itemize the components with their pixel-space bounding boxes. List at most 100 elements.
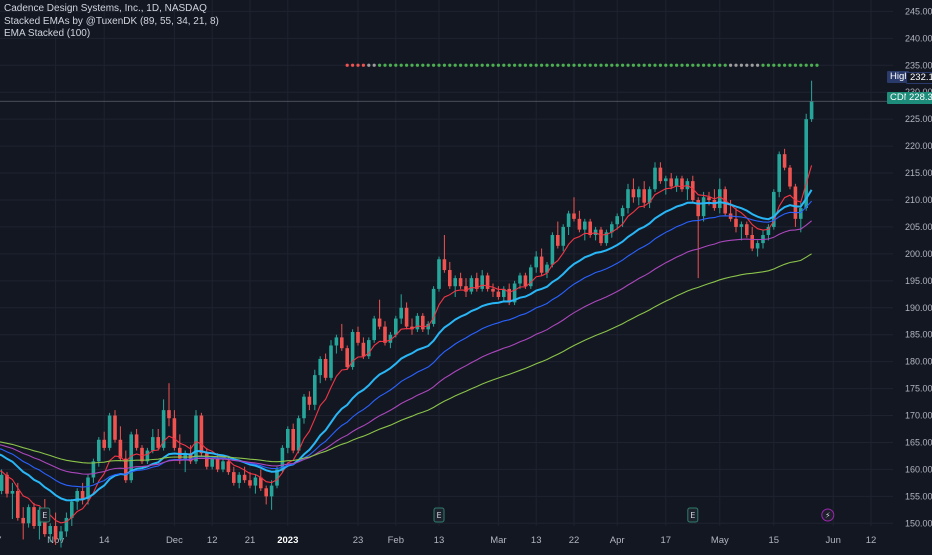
legend-ema-stacked[interactable]: EMA Stacked (100) — [4, 28, 91, 39]
stack-dot — [518, 63, 522, 67]
candle-body — [777, 154, 781, 192]
stack-dot — [718, 63, 722, 67]
candle-body — [615, 216, 619, 225]
candle-body — [156, 437, 160, 448]
candle-body — [10, 490, 15, 494]
candle-body — [113, 415, 117, 440]
time-tick-label: Feb — [388, 535, 404, 546]
candle-body — [53, 526, 58, 540]
stack-dot — [594, 63, 598, 67]
time-tick-label: 2023 — [277, 535, 298, 546]
candle-body — [448, 270, 452, 287]
stack-dot — [761, 63, 765, 67]
ema-line-55 — [0, 220, 812, 475]
candle-body — [172, 418, 177, 448]
stack-dot — [669, 63, 673, 67]
candle-body — [286, 429, 290, 448]
stack-dot — [378, 63, 382, 67]
candle-body — [523, 275, 528, 287]
stack-dot — [702, 63, 706, 67]
symbol-label-tag: CDNS — [887, 92, 917, 104]
candle-body — [599, 229, 603, 244]
candle-body — [64, 517, 69, 532]
stack-dot — [529, 63, 533, 67]
stack-dot — [480, 63, 484, 67]
candle-body — [269, 485, 274, 497]
ema-line-89 — [0, 253, 812, 464]
candle-body — [475, 278, 479, 289]
stack-dot — [464, 63, 468, 67]
candle-body — [399, 307, 403, 319]
candle-body — [259, 477, 263, 489]
stack-dot — [453, 63, 457, 67]
candles — [0, 80, 814, 548]
stack-dot — [642, 63, 646, 67]
candle-body — [561, 226, 565, 246]
candle-body — [334, 337, 339, 346]
price-tick-label: 160.00 — [905, 464, 932, 474]
stack-dot — [459, 63, 463, 67]
stack-dot — [540, 63, 544, 67]
candle-body — [275, 469, 279, 486]
time-tick-label: 13 — [434, 535, 445, 546]
candle-body — [626, 189, 630, 209]
stack-dot — [577, 63, 582, 67]
stack-dot — [572, 63, 576, 67]
candle-body — [550, 235, 555, 265]
candle-body — [280, 447, 285, 470]
time-tick-label: Jun — [826, 535, 841, 546]
stack-dot — [361, 63, 365, 67]
candle-body — [80, 490, 85, 500]
stack-dot — [356, 63, 360, 67]
candle-body — [502, 288, 506, 297]
candle-body — [745, 224, 749, 236]
stack-dot — [604, 63, 609, 67]
stack-dot — [405, 63, 409, 67]
price-tick-label: 190.00 — [905, 303, 932, 313]
candle-body — [496, 291, 501, 297]
candle-body — [588, 221, 592, 236]
candle-body — [59, 531, 63, 540]
candle-body — [755, 243, 760, 249]
candle-body — [545, 264, 549, 273]
stack-dot — [388, 63, 392, 67]
stack-dot — [545, 63, 549, 67]
stack-dot — [442, 63, 446, 67]
stack-dot — [448, 63, 452, 67]
stack-dot — [534, 63, 538, 67]
time-tick-label: 23 — [353, 535, 364, 546]
stack-dot — [772, 63, 776, 67]
candle-body — [134, 434, 139, 448]
stack-dot — [777, 63, 781, 67]
candle-body — [199, 415, 204, 454]
candle-body — [107, 415, 112, 448]
price-tick-label: 170.00 — [905, 411, 932, 421]
stack-dot — [496, 63, 500, 67]
candle-body — [70, 501, 74, 518]
candle-body — [124, 458, 128, 481]
candle-body — [529, 267, 533, 287]
candle-body — [129, 434, 133, 481]
candle-body — [48, 526, 52, 535]
candle-body — [86, 477, 90, 500]
grid-lines — [0, 0, 893, 526]
candle-body — [248, 480, 252, 486]
candle-body — [118, 439, 123, 459]
high-value-tag: 232.14 — [906, 72, 932, 84]
price-tick-label: 245.00 — [905, 6, 932, 16]
time-tick-label: 14 — [99, 535, 110, 546]
stack-dot — [588, 63, 592, 67]
candle-body — [75, 490, 79, 502]
legend-ema-indicator[interactable]: Stacked EMAs by @TuxenDK (89, 55, 34, 21… — [4, 15, 219, 27]
ema-line-8 — [0, 165, 813, 524]
candle-body — [469, 278, 474, 292]
price-tick-label: 200.00 — [905, 249, 932, 259]
candle-body — [637, 189, 641, 198]
candle-body — [313, 375, 317, 405]
stack-dot — [680, 63, 684, 67]
candle-body — [701, 197, 706, 217]
marker-label: ⚡ — [825, 511, 831, 520]
stack-dot — [383, 63, 387, 67]
